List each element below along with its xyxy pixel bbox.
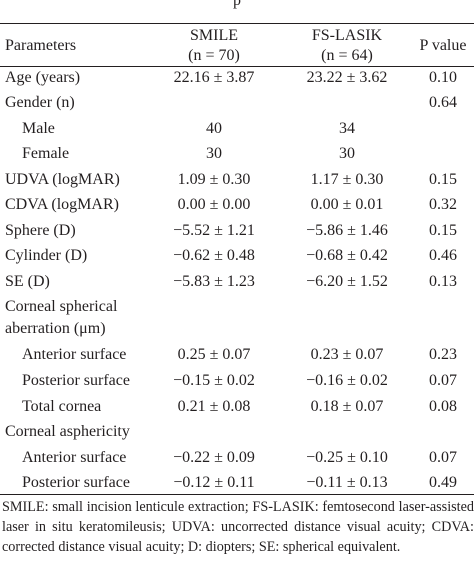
row-smile-value: 0.25 ± 0.07 [177, 346, 251, 363]
row-label: Corneal asphericity [5, 423, 130, 440]
row-label: Posterior surface [22, 372, 130, 389]
row-p-value: 0.15 [429, 171, 457, 188]
row-smile-value: 1.09 ± 0.30 [177, 171, 251, 188]
row-label: UDVA (logMAR) [5, 171, 120, 188]
row-label: Total cornea [22, 398, 102, 415]
row-fs-lasik-value: −5.86 ± 1.46 [306, 222, 388, 239]
row-fs-lasik-value: −0.11 ± 0.13 [306, 474, 388, 491]
row-p-value: 0.10 [429, 69, 457, 86]
row-p-value: 0.08 [429, 398, 457, 415]
header-fs-lasik: FS-LASIK (n = 64) [276, 26, 418, 66]
row-p-value: 0.07 [429, 372, 457, 389]
row-fs-lasik-value: 30 [339, 145, 355, 162]
row-label: SE (D) [5, 273, 50, 290]
row-label: Sphere (D) [5, 222, 76, 239]
row-smile-value: −0.12 ± 0.11 [173, 474, 255, 491]
row-p-value: 0.64 [429, 94, 457, 111]
header-fs-name: FS-LASIK [311, 27, 383, 44]
row-label: CDVA (logMAR) [5, 196, 119, 213]
table-footnote: SMILE: small incision lenticule extracti… [2, 499, 474, 555]
row-label: Anterior surface [22, 346, 127, 363]
row-label: Anterior surface [22, 449, 127, 466]
row-smile-value: −5.52 ± 1.21 [173, 222, 255, 239]
row-fs-lasik-value: 34 [339, 120, 355, 137]
row-fs-lasik-value: 0.18 ± 0.07 [310, 398, 384, 415]
header-parameters: Parameters [5, 37, 77, 54]
row-fs-lasik-value: 23.22 ± 3.62 [306, 69, 388, 86]
row-smile-value: 30 [206, 145, 222, 162]
row-label: Female [22, 145, 70, 162]
row-fs-lasik-value: −6.20 ± 1.52 [306, 273, 388, 290]
row-p-value: 0.49 [429, 474, 457, 491]
row-smile-value: −0.62 ± 0.48 [173, 247, 255, 264]
row-label: Cylinder (D) [5, 247, 88, 264]
row-fs-lasik-value: 0.00 ± 0.01 [310, 196, 384, 213]
table-top-rule [0, 23, 474, 24]
row-fs-lasik-value: 0.23 ± 0.07 [310, 346, 384, 363]
row-fs-lasik-value: −0.68 ± 0.42 [306, 247, 388, 264]
header-fs-n: (n = 64) [321, 47, 373, 64]
row-smile-value: 0.00 ± 0.00 [177, 196, 251, 213]
table-caption: p [233, 0, 241, 9]
header-smile-n: (n = 70) [188, 47, 240, 64]
row-label: Posterior surface [22, 474, 130, 491]
row-smile-value: 40 [206, 120, 222, 137]
row-p-value: 0.15 [429, 222, 457, 239]
row-label: Corneal spherical [5, 298, 118, 315]
header-smile-name: SMILE [190, 27, 238, 44]
header-smile: SMILE (n = 70) [125, 26, 303, 66]
row-smile-value: −0.22 ± 0.09 [173, 449, 255, 466]
row-p-value: 0.13 [429, 273, 457, 290]
row-p-value: 0.07 [429, 449, 457, 466]
row-smile-value: −5.83 ± 1.23 [173, 273, 255, 290]
header-p-value: P value [419, 37, 467, 54]
row-fs-lasik-value: −0.25 ± 0.10 [306, 449, 388, 466]
row-p-value: 0.32 [429, 196, 457, 213]
table-bottom-rule [0, 494, 474, 495]
row-p-value: 0.23 [429, 346, 457, 363]
row-fs-lasik-value: 1.17 ± 0.30 [310, 171, 384, 188]
row-fs-lasik-value: −0.16 ± 0.02 [306, 372, 388, 389]
row-smile-value: 0.21 ± 0.08 [177, 398, 251, 415]
row-p-value: 0.46 [429, 247, 457, 264]
row-label: aberration (μm) [5, 320, 106, 337]
row-label: Male [22, 120, 55, 137]
row-smile-value: −0.15 ± 0.02 [173, 372, 255, 389]
header-bottom-rule [0, 66, 474, 67]
row-label: Gender (n) [5, 94, 75, 111]
row-smile-value: 22.16 ± 3.87 [173, 69, 255, 86]
row-label: Age (years) [5, 69, 81, 86]
